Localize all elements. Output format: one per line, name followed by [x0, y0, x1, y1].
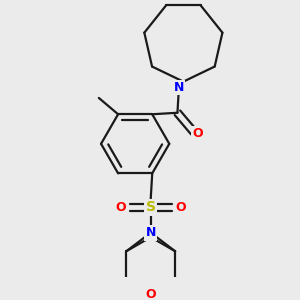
Text: N: N — [146, 226, 156, 239]
Text: O: O — [146, 289, 156, 300]
Text: O: O — [116, 201, 126, 214]
Text: O: O — [192, 127, 203, 140]
Text: N: N — [174, 81, 184, 94]
Text: O: O — [175, 201, 186, 214]
Text: S: S — [146, 200, 156, 214]
